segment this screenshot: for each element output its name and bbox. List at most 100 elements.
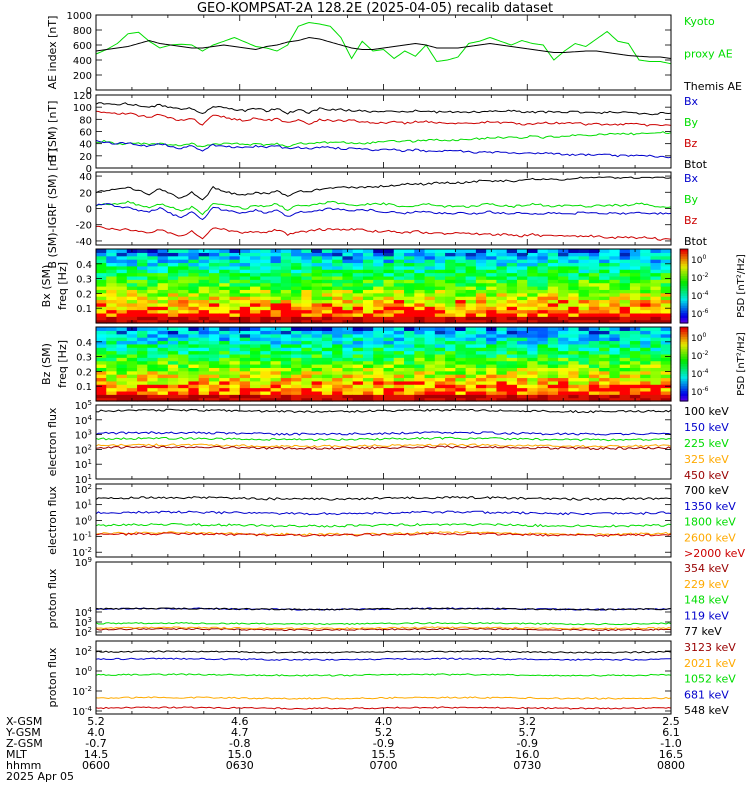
spectrogram-cell xyxy=(537,279,549,284)
spectrogram-cell xyxy=(239,357,251,362)
series-path-bx xyxy=(95,203,672,221)
spectrogram-cell xyxy=(321,296,333,301)
spectrogram-cell xyxy=(229,347,241,352)
spectrogram-cell xyxy=(332,255,344,260)
colorbar-segment xyxy=(680,276,688,280)
spectrogram-cell xyxy=(321,330,333,335)
spectrogram-cell xyxy=(352,255,364,260)
spectrogram-cell xyxy=(393,390,405,395)
spectrogram-cell xyxy=(640,394,652,399)
spectrogram-cell xyxy=(178,265,190,270)
spectrogram-cell xyxy=(219,367,231,372)
spectrogram-cell xyxy=(414,364,426,368)
spectrogram-cell xyxy=(629,353,641,358)
spectrogram-cell xyxy=(208,302,220,307)
spectrogram-cell xyxy=(588,360,600,365)
spectrogram-cell xyxy=(434,279,446,284)
spectrogram-cell xyxy=(106,319,118,324)
spectrogram-cell xyxy=(506,316,518,321)
spectrogram-cell xyxy=(321,360,333,365)
spectrogram-cell xyxy=(619,299,631,304)
spectrogram-cell xyxy=(270,333,282,338)
spectrogram-cell xyxy=(188,306,200,311)
spectrogram-cell xyxy=(157,286,169,290)
spectrogram-cell xyxy=(404,374,415,379)
spectrogram-cell xyxy=(660,397,672,402)
spectrogram-cell xyxy=(373,380,385,385)
spectrogram-cell xyxy=(445,312,456,317)
spectrogram-cell xyxy=(578,292,590,297)
spectrogram-cell xyxy=(547,306,559,311)
spectrogram-cell xyxy=(311,259,323,264)
spectrogram-cell xyxy=(640,275,652,280)
spectrogram-cell xyxy=(578,374,590,379)
spectrogram-cell xyxy=(599,364,610,368)
spectrogram-cell xyxy=(393,292,405,297)
spectrogram-cell xyxy=(321,397,333,402)
spectrogram-cell xyxy=(219,347,231,352)
spectrogram-cell xyxy=(260,262,272,267)
spectrogram-cell xyxy=(383,333,395,338)
spectrogram-cell xyxy=(599,252,610,257)
spectrogram-cell xyxy=(239,312,251,317)
spectrogram-cell xyxy=(96,367,107,372)
spectrogram-cell xyxy=(619,360,631,365)
spectrogram-cell xyxy=(373,384,385,389)
spectrogram-cell xyxy=(332,302,344,307)
spectrogram-cell xyxy=(445,286,456,290)
spectrogram-cell xyxy=(599,367,610,372)
spectrogram-cell xyxy=(547,364,559,368)
spectrogram-cell xyxy=(486,296,498,301)
spectrogram-cell xyxy=(321,309,333,314)
spectrogram-cell xyxy=(475,377,487,382)
spectrogram-cell xyxy=(208,299,220,304)
spectrogram-cell xyxy=(270,255,282,260)
spectrogram-cell xyxy=(280,249,292,253)
spectrogram-cell xyxy=(424,316,436,321)
spectrogram-cell xyxy=(496,390,508,395)
spectrogram-cell xyxy=(291,269,302,274)
spectrogram-cell xyxy=(434,255,446,260)
spectrogram-cell xyxy=(208,292,220,297)
spectrogram-cell xyxy=(599,265,610,270)
spectrogram-cell xyxy=(619,302,631,307)
spectrogram-cell xyxy=(445,380,456,385)
spectrogram-cell xyxy=(126,296,138,301)
spectrogram-cell xyxy=(362,262,374,267)
spectrogram-cell xyxy=(475,360,487,365)
spectrogram-cell xyxy=(126,333,138,338)
spectrogram-cell xyxy=(219,397,231,402)
spectrogram-cell xyxy=(599,286,610,290)
spectrogram-cell xyxy=(568,316,580,321)
spectrogram-cell xyxy=(527,279,539,284)
spectrogram-cell xyxy=(126,316,138,321)
spectrogram-cell xyxy=(116,370,128,375)
spectrogram-cell xyxy=(588,397,600,402)
spectrogram-cell xyxy=(414,272,426,277)
spectrogram-cell xyxy=(588,350,600,355)
spectrogram-cell xyxy=(116,309,128,314)
colorbar-segment xyxy=(680,366,688,370)
spectrogram-cell xyxy=(280,397,292,402)
spectrogram-cell xyxy=(404,340,415,345)
spectrogram-cell xyxy=(239,296,251,301)
spectrogram-cell xyxy=(373,275,385,280)
spectrogram-cell xyxy=(147,337,159,342)
spectrogram-cell xyxy=(96,269,107,274)
spectrogram-cell xyxy=(239,367,251,372)
spectrogram-cell xyxy=(250,265,261,270)
spectrogram-cell xyxy=(178,364,190,368)
spectrogram-cell xyxy=(373,343,385,348)
spectrogram-cell xyxy=(208,384,220,389)
spectrogram-cell xyxy=(137,259,148,264)
spectrogram-cell xyxy=(137,330,148,335)
spectrogram-cell xyxy=(219,275,231,280)
spectrogram-cell xyxy=(352,302,364,307)
spectrogram-cell xyxy=(455,397,467,402)
spectrogram-cell xyxy=(311,275,323,280)
spectrogram-cell xyxy=(208,340,220,345)
spectrogram-cell xyxy=(188,343,200,348)
y-tick-label: -40 xyxy=(76,237,92,248)
spectrogram-cell xyxy=(147,333,159,338)
spectrogram-cell xyxy=(332,367,344,372)
